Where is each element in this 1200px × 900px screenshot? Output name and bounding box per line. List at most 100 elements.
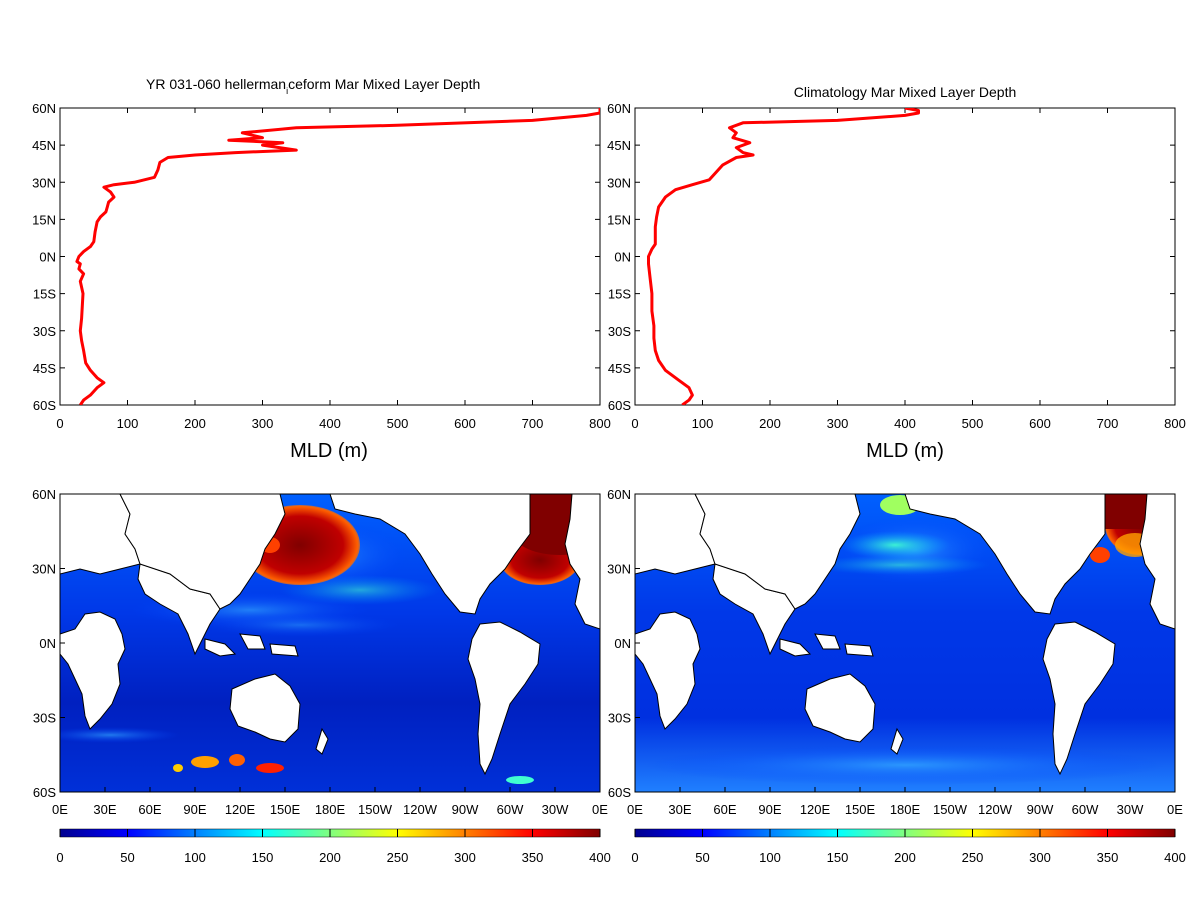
y-tick-label: 15S	[608, 287, 631, 302]
map-x-tick-label: 180E	[890, 802, 921, 817]
xlabel-right: MLD (m)	[866, 440, 944, 462]
y-tick-label: 15N	[607, 212, 631, 227]
x-tick-label: 600	[454, 416, 476, 431]
plot-frame-right	[634, 107, 1176, 406]
x-tick-label: 500	[387, 416, 409, 431]
x-tick-label: 100	[117, 416, 139, 431]
colorbar-ticks-left: 0 50 100 150 200 250 300 350 400	[56, 829, 611, 865]
y-tick-label: 0N	[39, 250, 56, 265]
map-x-tick-label: 60E	[713, 802, 736, 817]
map-x-tick-label: 90W	[452, 802, 479, 817]
colorbar-tick-label: 100	[759, 850, 781, 865]
colorbar-tick-label: 400	[1164, 850, 1186, 865]
map-x-tick-label: 180E	[315, 802, 346, 817]
y-tick-label: 15N	[32, 212, 56, 227]
title-left: YR 031-060 hellermaniceform Mar Mixed La…	[146, 76, 480, 96]
y-tick-label: 30S	[33, 324, 56, 339]
colorbar-tick-label: 0	[631, 850, 638, 865]
map-x-tick-label: 120E	[800, 802, 831, 817]
map-x-tick-label: 30W	[542, 802, 569, 817]
map-x-tick-label: 0E	[627, 802, 643, 817]
map-x-tick-label: 30E	[93, 802, 116, 817]
map-x-tick-label: 0E	[592, 802, 608, 817]
colorbar-tick-label: 150	[252, 850, 274, 865]
map-y-tick-label: 60S	[33, 785, 56, 800]
map-x-tick-label: 150W	[933, 802, 968, 817]
x-tick-label: 700	[522, 416, 544, 431]
x-tick-label: 100	[692, 416, 714, 431]
series-line	[647, 108, 920, 405]
map-y-tick-label: 30N	[32, 562, 56, 577]
y-tick-label: 60S	[33, 398, 56, 413]
x-tick-label: 800	[589, 416, 611, 431]
line-panel-right: Climatology Mar Mixed Layer Depth 60N 45N…	[607, 84, 1186, 462]
y-tick-label: 60N	[32, 101, 56, 116]
colorbar-tick-label: 400	[589, 850, 611, 865]
title-right: Climatology Mar Mixed Layer Depth	[794, 84, 1017, 100]
map-x-tick-label: 150E	[845, 802, 876, 817]
y-tick-label: 45S	[33, 361, 56, 376]
y-tick-label: 30N	[32, 175, 56, 190]
colorbar-tick-label: 50	[695, 850, 709, 865]
x-axis-ticks-left: 0 100 200 300 400 500 600 700 800	[56, 108, 611, 431]
y-tick-label: 30N	[607, 175, 631, 190]
y-tick-label: 45S	[608, 361, 631, 376]
y-tick-label: 15S	[33, 287, 56, 302]
plot-frame-left	[59, 107, 601, 406]
map-x-tick-label: 90W	[1027, 802, 1054, 817]
map-y-tick-label: 0N	[614, 636, 631, 651]
map-x-tick-label: 60E	[138, 802, 161, 817]
map-x-tick-label: 0E	[1167, 802, 1183, 817]
x-tick-label: 600	[1029, 416, 1051, 431]
series-line	[75, 108, 600, 405]
x-tick-label: 200	[184, 416, 206, 431]
x-tick-label: 300	[827, 416, 849, 431]
y-tick-label: 45N	[607, 138, 631, 153]
colorbar-tick-label: 0	[56, 850, 63, 865]
x-tick-label: 500	[962, 416, 984, 431]
map-x-tick-label: 150W	[358, 802, 393, 817]
map-x-tick-label: 30W	[1117, 802, 1144, 817]
map-y-ticks-right: 60N 30N 0N 30S 60S	[607, 487, 640, 800]
map-x-tick-label: 120W	[403, 802, 438, 817]
x-tick-label: 200	[759, 416, 781, 431]
map-x-tick-label: 150E	[270, 802, 301, 817]
map-x-ticks-right: 0E 30E 60E 90E 120E 150E 180E 150W 120W 90W 60W 30W…	[627, 787, 1183, 817]
colorbar-tick-label: 350	[1097, 850, 1119, 865]
map-y-ticks-left: 60N 30N 0N 30S 60S	[32, 487, 65, 800]
x-tick-label: 700	[1097, 416, 1119, 431]
map-y-tick-label: 0N	[39, 636, 56, 651]
y-tick-label: 60N	[607, 101, 631, 116]
colorbar-tick-label: 250	[962, 850, 984, 865]
x-tick-label: 0	[631, 416, 638, 431]
map-y-tick-label: 30N	[607, 562, 631, 577]
xlabel-left: MLD (m)	[290, 440, 368, 462]
x-tick-label: 400	[894, 416, 916, 431]
map-x-tick-label: 120W	[978, 802, 1013, 817]
x-tick-label: 300	[252, 416, 274, 431]
map-x-tick-label: 90E	[758, 802, 781, 817]
x-axis-ticks-right: 0 100 200 300 400 500 600 700 800	[631, 108, 1186, 431]
colorbar-tick-label: 150	[827, 850, 849, 865]
map-panel-left: 60N 30N 0N 30S 60S 0E 30E 60E 90E 120E 150E 180E 15…	[32, 487, 611, 865]
map-panel-right: 60N 30N 0N 30S 60S 0E 30E 60E 90E 120E 150E 180E 15…	[607, 487, 1186, 865]
colorbar-tick-label: 100	[184, 850, 206, 865]
colorbar-tick-label: 300	[454, 850, 476, 865]
x-tick-label: 0	[56, 416, 63, 431]
colorbar-tick-label: 200	[894, 850, 916, 865]
y-axis-ticks-right: 60N 45N 30N 15N 0N 15S 30S 45S 60S	[607, 101, 1175, 413]
map-x-ticks-left: 0E 30E 60E 90E 120E 150E 180E 150W 120W 90W 60W 30W…	[52, 787, 608, 817]
y-axis-ticks-left: 60N 45N 30N 15N 0N 15S 30S 45S 60S	[32, 101, 600, 413]
colorbar-tick-label: 250	[387, 850, 409, 865]
map-x-tick-label: 0E	[52, 802, 68, 817]
map-x-tick-label: 60W	[1072, 802, 1099, 817]
y-tick-label: 30S	[608, 324, 631, 339]
x-tick-label: 800	[1164, 416, 1186, 431]
map-y-tick-label: 60N	[607, 487, 631, 502]
y-tick-label: 0N	[614, 250, 631, 265]
colorbar-tick-label: 300	[1029, 850, 1051, 865]
colorbar-ticks-right: 0 50 100 150 200 250 300 350 400	[631, 829, 1186, 865]
y-tick-label: 60S	[608, 398, 631, 413]
y-tick-label: 45N	[32, 138, 56, 153]
